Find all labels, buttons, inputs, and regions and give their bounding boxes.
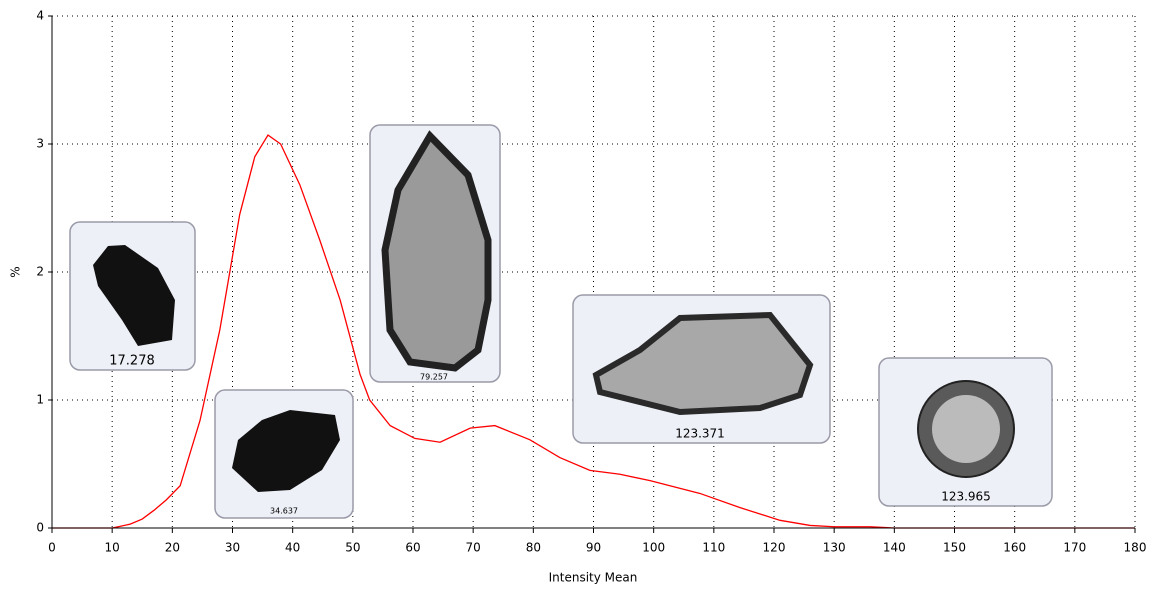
x-tick-label: 120 (763, 541, 786, 555)
x-tick-label: 110 (702, 541, 725, 555)
x-axis-label: Intensity Mean (549, 571, 638, 585)
x-tick-label: 130 (823, 541, 846, 555)
x-tick-label: 0 (48, 541, 56, 555)
image-label: 79.257 (420, 373, 448, 382)
x-tick-label: 30 (225, 541, 240, 555)
x-tick-label: 50 (345, 541, 360, 555)
image-label: 123.371 (675, 427, 725, 441)
x-tick-label: 10 (105, 541, 120, 555)
y-axis-label: % (9, 266, 23, 277)
particle-image: 34.637 (215, 390, 353, 518)
x-tick-label: 160 (1003, 541, 1026, 555)
x-tick-label: 140 (883, 541, 906, 555)
chart: % Intensity Mean 17.278 34.637 79.257 12… (0, 0, 1149, 592)
image-label: 34.637 (270, 507, 298, 516)
x-tick-label: 170 (1063, 541, 1086, 555)
y-tick-label: 4 (36, 9, 44, 23)
x-tick-label: 90 (586, 541, 601, 555)
particle-image: 123.965 (879, 358, 1052, 506)
particle-core (932, 395, 1000, 463)
particle-images: 17.278 34.637 79.257 123.371 123.965 (70, 125, 1052, 518)
y-tick-label: 0 (36, 521, 44, 535)
y-tick-label: 1 (36, 393, 44, 407)
x-tick-label: 40 (285, 541, 300, 555)
x-tick-label: 150 (943, 541, 966, 555)
x-tick-label: 60 (405, 541, 420, 555)
particle-image: 123.371 (573, 295, 830, 443)
x-tick-label: 70 (466, 541, 481, 555)
x-tick-label: 180 (1124, 541, 1147, 555)
x-tick-label: 20 (165, 541, 180, 555)
x-tick-label: 100 (642, 541, 665, 555)
x-tick-label: 80 (526, 541, 541, 555)
y-tick-label: 3 (36, 137, 44, 151)
particle-image: 79.257 (370, 125, 500, 382)
particle-image: 17.278 (70, 222, 195, 370)
image-label: 123.965 (941, 490, 991, 504)
y-tick-label: 2 (36, 265, 44, 279)
image-label: 17.278 (109, 354, 155, 369)
